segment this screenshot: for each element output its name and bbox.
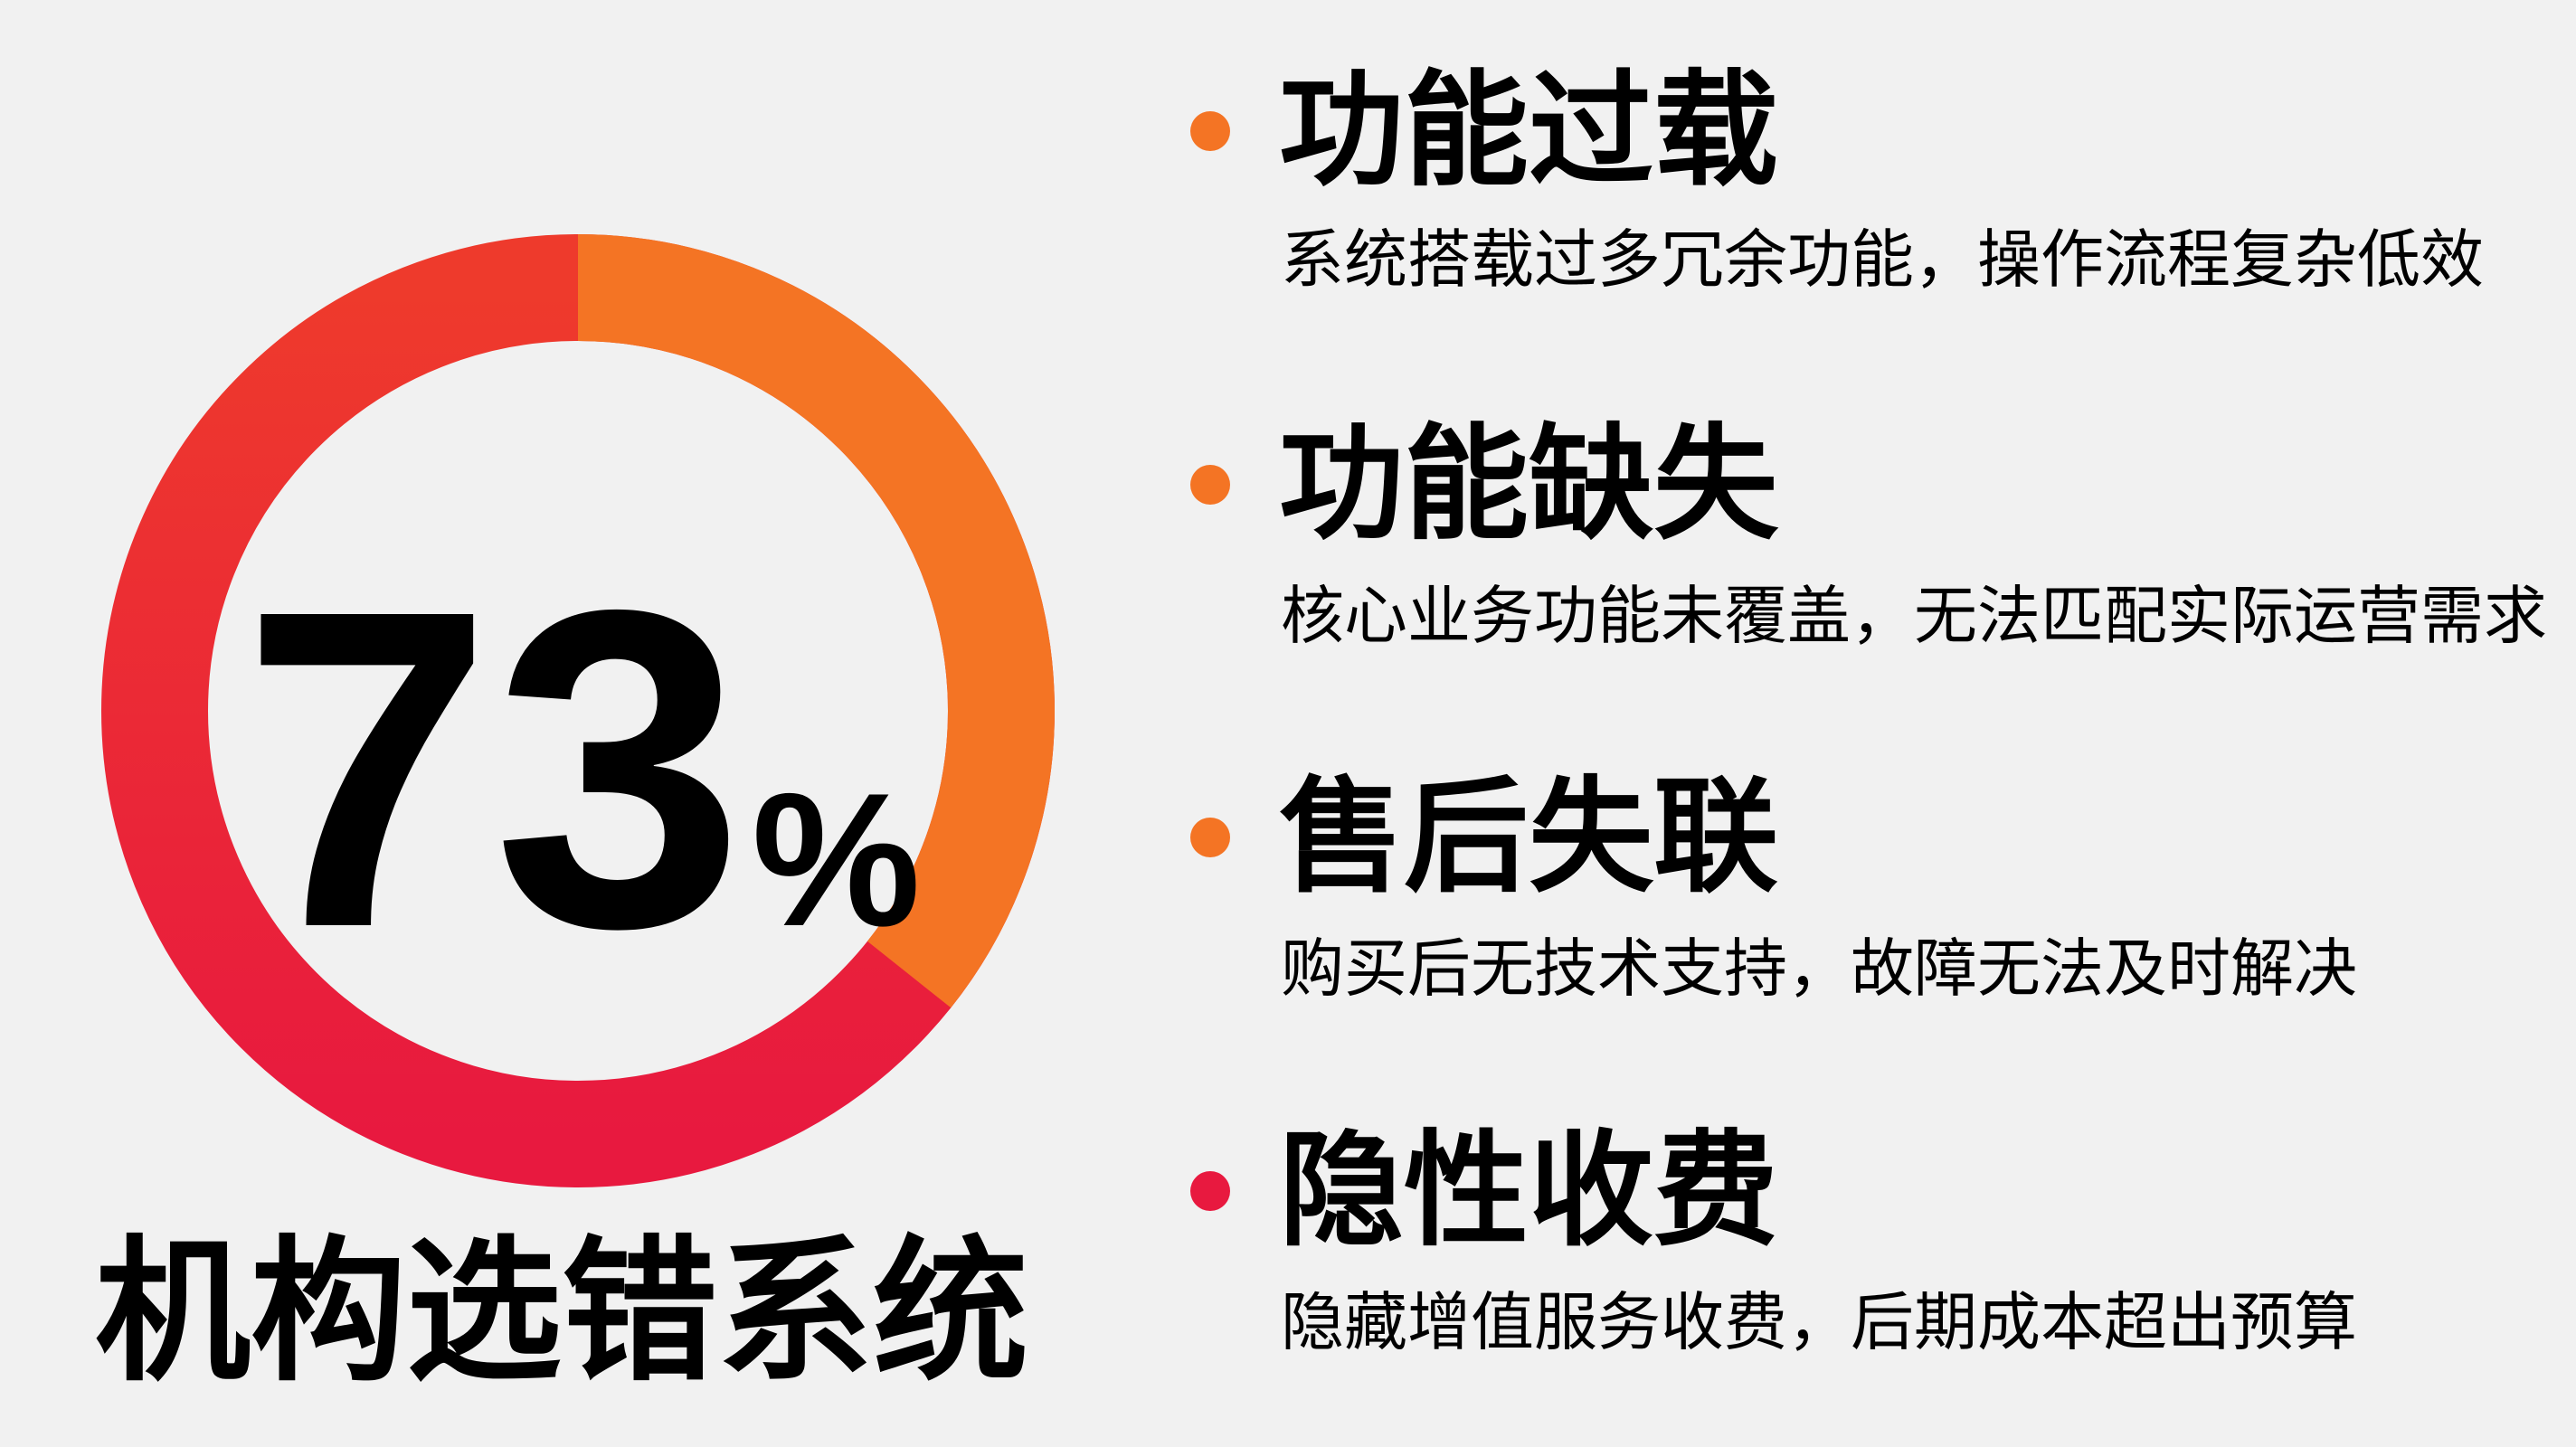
donut-ring [101, 234, 1055, 1187]
item-description: 系统搭载过多冗余功能，操作流程复杂低效 [1281, 222, 2484, 297]
item-description: 核心业务功能未覆盖，无法匹配实际运营需求 [1281, 579, 2547, 653]
item-description: 隐藏增值服务收费，后期成本超出预算 [1281, 1285, 2357, 1359]
bullet-dot-icon [1190, 1171, 1230, 1211]
percent-readout: 73 % [242, 543, 921, 995]
bullet-dot-icon [1190, 818, 1230, 857]
percent-sign: % [752, 753, 921, 966]
bullet-dot-icon [1190, 465, 1230, 505]
item-heading: 功能缺失 [1279, 411, 1779, 557]
main-title: 机构选错系统 [95, 1221, 1028, 1403]
bullet-dot-icon [1190, 111, 1230, 151]
percent-value: 73 [242, 515, 745, 1021]
item-heading: 隐性收费 [1279, 1118, 1779, 1263]
item-heading: 售后失联 [1279, 764, 1779, 910]
item-heading: 功能过载 [1279, 58, 1779, 203]
donut-orange-segment [101, 234, 1055, 1187]
item-description: 购买后无技术支持，故障无法及时解决 [1281, 932, 2357, 1006]
